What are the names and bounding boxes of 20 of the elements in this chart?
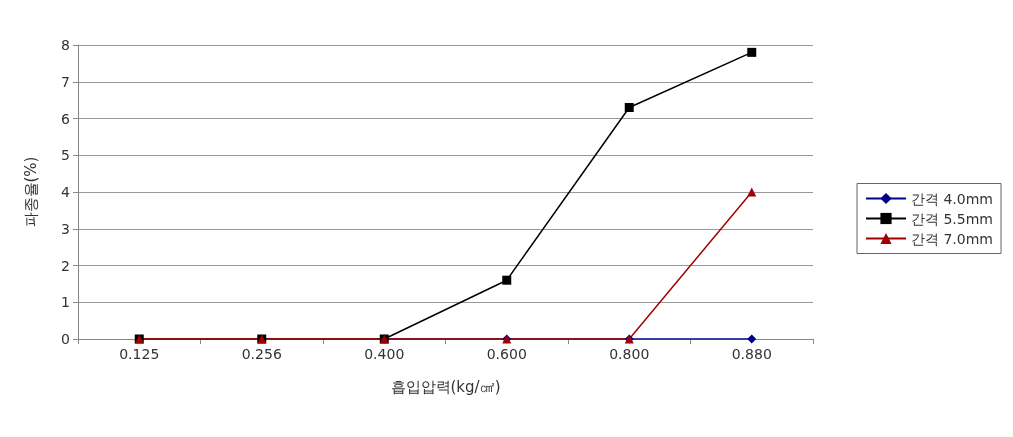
x-tick-label: 0.125 bbox=[119, 346, 160, 362]
y-tick-label: 1 bbox=[61, 294, 70, 311]
y-tick-label: 2 bbox=[61, 257, 70, 274]
x-axis-title: 흡입압력(kg/㎠) bbox=[390, 377, 501, 396]
legend-label: 간격 7.0mm bbox=[911, 230, 994, 247]
x-tick-label: 0.800 bbox=[609, 346, 650, 362]
y-tick-label: 4 bbox=[61, 184, 71, 200]
y-tick-label: 0 bbox=[61, 331, 70, 347]
y-tick-label: 5 bbox=[61, 147, 70, 164]
x-tick-label: 0.256 bbox=[241, 346, 282, 362]
x-tick-label: 0.600 bbox=[486, 346, 527, 362]
legend-label: 간격 5.5mm bbox=[911, 210, 994, 227]
legend-label: 간격 4.0mm bbox=[911, 190, 994, 207]
y-tick-label: 8 bbox=[61, 37, 70, 53]
x-tick-label: 0.880 bbox=[731, 346, 772, 362]
y-axis-title: 파종율(%) bbox=[21, 156, 40, 228]
y-tick-label: 6 bbox=[61, 110, 71, 127]
y-tick-label: 3 bbox=[61, 220, 70, 237]
y-tick-label: 7 bbox=[61, 73, 70, 90]
x-tick-label: 0.400 bbox=[364, 346, 405, 362]
